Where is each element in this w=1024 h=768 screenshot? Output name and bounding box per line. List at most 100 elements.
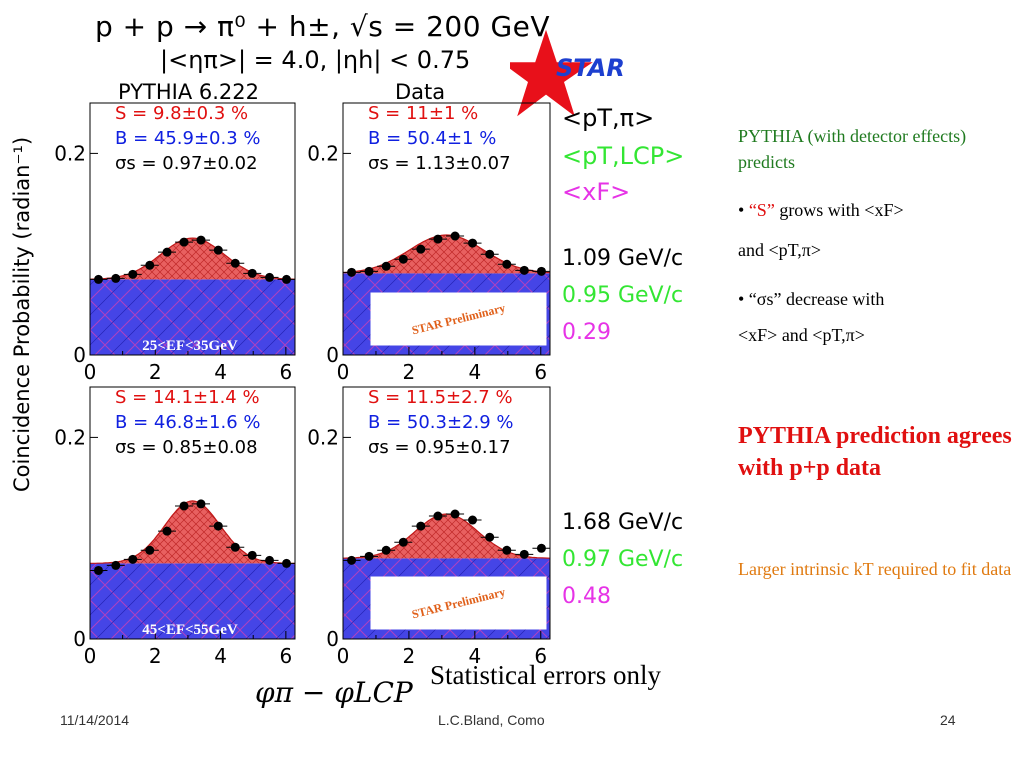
fit-background-text: B = 50.3±2.9 %	[368, 412, 514, 433]
background-band	[90, 563, 295, 639]
data-point	[265, 272, 275, 282]
data-point	[162, 526, 172, 536]
x-tick-label: 0	[84, 644, 97, 668]
fit-signal-text: S = 11±1 %	[368, 103, 478, 124]
data-point	[536, 543, 546, 553]
fit-signal-text: S = 11.5±2.7 %	[368, 387, 513, 408]
panel-frame	[89, 386, 296, 640]
data-point	[230, 542, 240, 552]
data-point	[347, 267, 357, 277]
x-tick-label: 4	[468, 644, 481, 668]
data-point	[433, 511, 443, 521]
preliminary-box	[370, 292, 547, 346]
data-point	[179, 237, 189, 247]
conclusion-text: PYTHIA prediction agrees with p+p data	[738, 423, 1012, 481]
x-tick-label: 0	[84, 360, 97, 384]
row2-pt-lcp-value: 0.97 GeV/c	[562, 547, 684, 572]
y-tick-label: 0	[326, 627, 339, 651]
data-point	[179, 501, 189, 511]
y-tick-label: 0.2	[54, 425, 86, 449]
y-tick-label: 0.2	[54, 141, 86, 165]
panel-1: 0 2 4 6 0.2 0 S = 9.8±0.3 % B = 45.9±0.3 % σs = …	[54, 102, 296, 384]
data-point	[468, 515, 478, 525]
fit-signal-text: S = 14.1±1.4 %	[115, 387, 260, 408]
data-point	[111, 273, 121, 283]
data-point	[111, 560, 121, 570]
bullet-s-line2: and <pT,π>	[738, 240, 822, 260]
data-point	[230, 258, 240, 268]
data-point	[213, 521, 223, 531]
x-tick-label: 6	[534, 360, 547, 384]
panel-3: 0 2 4 6 0.2 0 S = 14.1±1.4 % B = 46.8±1.6 % σs =…	[54, 386, 296, 668]
data-point	[398, 254, 408, 264]
x-tick-label: 6	[279, 360, 292, 384]
data-point	[416, 244, 426, 254]
data-point	[485, 249, 495, 259]
x-tick-label: 6	[279, 644, 292, 668]
data-point	[196, 235, 206, 245]
data-point	[247, 268, 257, 278]
bullet-sigma-line1: • “σs” decrease with	[738, 289, 885, 309]
fit-sigma-text: σs = 0.95±0.17	[368, 437, 511, 458]
fit-signal-text: S = 9.8±0.3 %	[115, 103, 248, 124]
x-tick-label: 4	[468, 360, 481, 384]
statistical-errors-caption: Statistical errors only	[430, 660, 661, 690]
x-tick-label: 0	[337, 644, 350, 668]
x-axis-label: φπ − φLCP	[255, 676, 413, 709]
s-quote: “S”	[748, 200, 775, 220]
panel-4: 0 2 4 6 0.2 0 S = 11.5±2.7 % B = 50.3±2.9 % σs =…	[307, 386, 551, 668]
column-title-pythia: PYTHIA 6.222	[118, 80, 260, 104]
star-logo-text: STAR	[556, 54, 625, 82]
data-point	[93, 565, 103, 575]
data-point	[502, 545, 512, 555]
energy-range-label: 45<EF<55GeV	[142, 622, 238, 638]
y-tick-label: 0	[73, 627, 86, 651]
row1-pt-lcp-value: 0.95 GeV/c	[562, 283, 684, 308]
y-tick-label: 0.2	[307, 141, 339, 165]
data-point	[93, 274, 103, 284]
bullet-s-rest: grows with <xF>	[774, 200, 904, 220]
signal-area	[343, 235, 550, 274]
x-tick-label: 4	[214, 360, 227, 384]
data-point	[381, 545, 391, 555]
data-point	[247, 550, 257, 560]
x-tick-label: 2	[403, 360, 416, 384]
y-tick-label: 0.2	[307, 425, 339, 449]
footer-author: L.C.Bland, Como	[438, 712, 545, 728]
fit-background-text: B = 46.8±1.6 %	[115, 412, 261, 433]
panel-frame	[342, 102, 551, 356]
star-logo-icon	[510, 29, 593, 117]
energy-range-label: 25<EF<35GeV	[142, 338, 238, 354]
data-point	[519, 549, 529, 559]
y-tick-label: 0	[326, 343, 339, 367]
y-tick-label: 0	[73, 343, 86, 367]
plot-subtitle: |<ηπ>| = 4.0, |ηh| < 0.75	[160, 46, 471, 74]
fit-sigma-text: σs = 0.97±0.02	[115, 153, 258, 174]
column-title-data: Data	[395, 80, 446, 104]
data-point	[416, 521, 426, 531]
bullet-s-grows: • “S” grows with <xF>	[738, 200, 904, 220]
plot-title: p + p → π⁰ + h±, √s = 200 GeV	[95, 10, 551, 43]
pythia-note: PYTHIA (with detector effects) predicts	[738, 126, 967, 172]
data-point	[213, 245, 223, 255]
data-point	[468, 238, 478, 248]
data-point	[128, 554, 138, 564]
background-band	[90, 279, 295, 355]
data-point	[364, 266, 374, 276]
data-point	[450, 509, 460, 519]
data-point	[502, 259, 512, 269]
data-point	[398, 537, 408, 547]
data-point	[282, 274, 292, 284]
footer-page-number: 24	[940, 712, 956, 728]
panel-frame	[342, 386, 551, 640]
x-tick-label: 6	[534, 644, 547, 668]
fit-sigma-text: σs = 0.85±0.08	[115, 437, 258, 458]
panel-frame	[89, 102, 296, 356]
x-tick-label: 2	[403, 644, 416, 668]
data-point	[145, 545, 155, 555]
row1-pt-pi-value: 1.09 GeV/c	[562, 246, 684, 271]
panel-2: 0 2 4 6 0.2 0 S = 11±1 % B = 50.4±1 % σs = 1.13±…	[307, 102, 551, 384]
data-point	[282, 558, 292, 568]
data-point	[485, 532, 495, 542]
fit-background-text: B = 50.4±1 %	[368, 128, 496, 149]
